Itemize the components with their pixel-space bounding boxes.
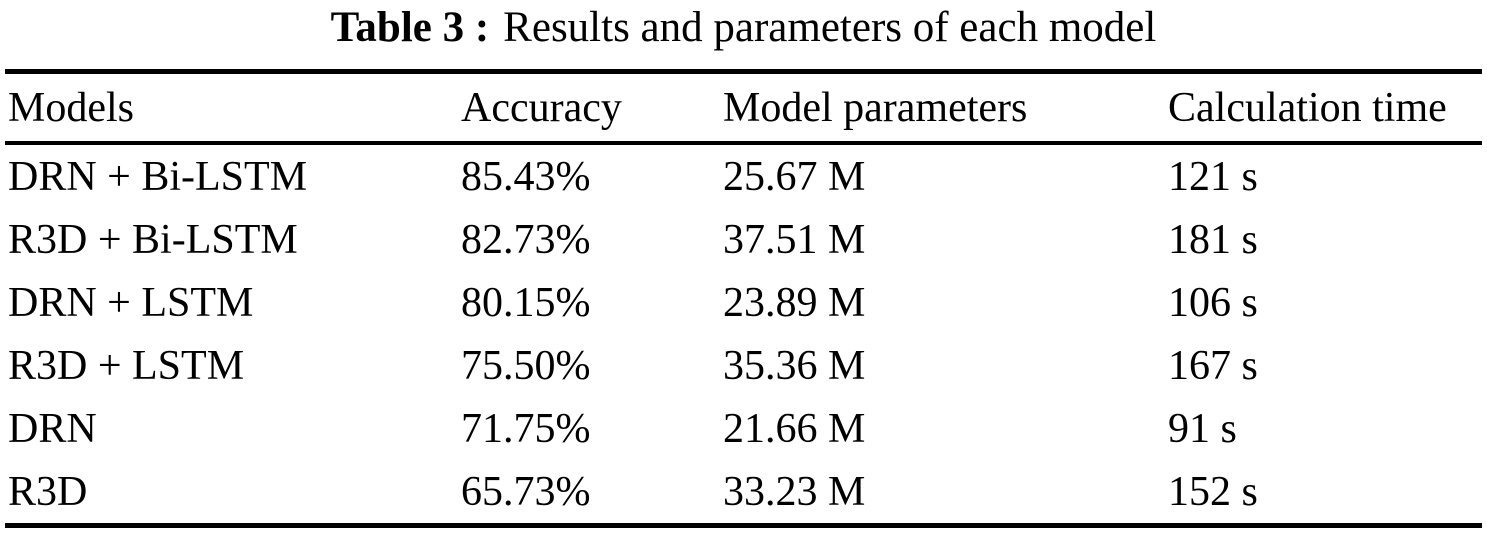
table-row: R3D 65.73% 33.23 M 152 s: [5, 460, 1482, 526]
results-table: Models Accuracy Model parameters Calcula…: [5, 69, 1482, 528]
table-row: DRN 71.75% 21.66 M 91 s: [5, 397, 1482, 460]
table-row: DRN + Bi-LSTM 85.43% 25.67 M 121 s: [5, 143, 1482, 208]
cell-model: DRN + LSTM: [8, 279, 254, 326]
cell-accuracy: 65.73%: [461, 468, 591, 515]
table-header-row: Models Accuracy Model parameters Calcula…: [5, 71, 1482, 145]
table-caption-label: Table 3 :: [330, 4, 490, 51]
cell-accuracy: 75.50%: [461, 342, 591, 389]
cell-params: 21.66 M: [723, 405, 866, 452]
cell-model: R3D + LSTM: [8, 342, 245, 389]
column-header-accuracy: Accuracy: [458, 71, 720, 145]
column-header-calculation-time: Calculation time: [1165, 71, 1482, 145]
cell-accuracy: 80.15%: [461, 279, 591, 326]
cell-time: 106 s: [1168, 279, 1258, 326]
cell-params: 35.36 M: [723, 342, 866, 389]
cell-time: 181 s: [1168, 216, 1258, 263]
cell-model: R3D + Bi-LSTM: [8, 216, 298, 263]
cell-time: 121 s: [1168, 153, 1258, 200]
table-row: R3D + LSTM 75.50% 35.36 M 167 s: [5, 334, 1482, 397]
table-row: R3D + Bi-LSTM 82.73% 37.51 M 181 s: [5, 208, 1482, 271]
cell-time: 167 s: [1168, 342, 1258, 389]
column-header-model-parameters: Model parameters: [720, 71, 1165, 145]
column-header-models: Models: [5, 71, 458, 145]
cell-time: 152 s: [1168, 468, 1258, 515]
cell-accuracy: 85.43%: [461, 153, 591, 200]
cell-model: DRN + Bi-LSTM: [8, 153, 308, 200]
cell-params: 33.23 M: [723, 468, 866, 515]
cell-accuracy: 82.73%: [461, 216, 591, 263]
cell-params: 37.51 M: [723, 216, 866, 263]
cell-accuracy: 71.75%: [461, 405, 591, 452]
table-row: DRN + LSTM 80.15% 23.89 M 106 s: [5, 271, 1482, 334]
cell-model: DRN: [8, 405, 97, 452]
table-caption: Table 3 : Results and parameters of each …: [0, 2, 1487, 54]
table-body: DRN + Bi-LSTM 85.43% 25.67 M 121 s R3D + Bi-…: [5, 143, 1482, 526]
table-caption-text: Results and parameters of each model: [503, 4, 1157, 51]
cell-params: 23.89 M: [723, 279, 866, 326]
cell-time: 91 s: [1168, 405, 1237, 452]
cell-model: R3D: [8, 468, 88, 515]
cell-params: 25.67 M: [723, 153, 866, 200]
